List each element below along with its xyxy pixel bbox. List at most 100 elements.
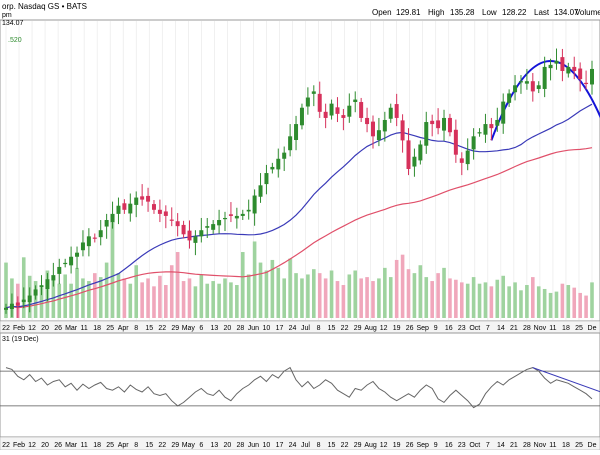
candle-body [317,93,322,112]
candle-body [353,99,358,103]
candle-body [146,195,151,202]
open-label: Open [372,8,392,17]
volume-bar [98,277,103,318]
candle-body [430,120,435,125]
x-tick-label: 23 [458,325,466,332]
candle-body [418,144,423,161]
candle-body [157,209,162,214]
volume-bar [554,291,559,318]
candle-body [495,119,500,126]
candle-body [217,220,222,226]
x-tick-label: 12 [28,442,36,449]
x-tick-label: May [182,442,196,449]
candle-body [86,236,91,247]
x-tick-label: Feb [13,325,25,332]
candle-body [436,120,441,129]
candle-body [590,68,594,85]
candle-body [560,57,565,71]
x-tick-label: 14 [497,325,505,332]
volume-bar [454,279,458,318]
x-tick-label: 10 [263,442,271,449]
x-tick-label: 28 [237,325,245,332]
x-tick-label: 16 [445,442,453,449]
volume-bar [531,277,535,318]
volume-bar [158,275,162,318]
volume-bar [542,288,547,318]
candle-body [122,203,127,210]
x-tick-label: 7 [486,442,490,449]
volume-bar [566,285,571,318]
volume-bar [128,283,133,318]
x-tick-label: 15 [145,442,153,449]
volume-bar [430,281,434,318]
x-tick-label: 10 [263,325,271,332]
x-tick-label: 11 [549,325,556,332]
x-tick-label: 25 [575,325,583,332]
volume-bar [288,258,292,318]
candle-body [110,213,115,223]
volume-bar [507,286,511,318]
volume-bar [92,273,97,318]
candle-body [4,307,8,310]
x-tick-label: 17 [276,442,284,449]
volume-bar [252,241,257,318]
x-tick-label: 23 [458,442,466,449]
candle-body [163,211,168,216]
x-tick-label: 7 [486,325,490,332]
volume-bar [442,267,446,318]
x-tick-label: 26 [406,442,414,449]
candle-body [282,152,287,159]
candle-body [151,204,156,210]
price-legend: 134.07 [2,20,24,27]
volume-bar [264,270,269,318]
volume-bar [412,273,417,318]
candle-body [347,105,352,117]
x-tick-label: 20 [223,442,231,449]
volume-bar [282,278,287,318]
price-panel [0,19,600,322]
candle-body [394,104,399,118]
x-tick-label: 12 [380,325,388,332]
candle-body [465,150,470,165]
volume-bar [146,278,150,318]
volume-label: Volume [575,8,600,17]
x-tick-label: Mar [65,442,78,449]
candle-body [240,213,245,216]
volume-bar [383,267,387,318]
volume-bar [459,282,464,318]
high-label: High [428,8,444,17]
x-tick-label: 25 [575,442,583,449]
candle-body [205,226,210,228]
x-tick-label: Apr [118,325,130,332]
x-tick-label: 18 [93,325,101,332]
volume-bar [199,274,204,318]
x-tick-label: 29 [171,325,179,332]
candle-body [69,256,74,266]
candle-body [228,214,233,216]
x-tick-label: 28 [237,442,245,449]
candle-body [33,289,38,296]
candle-body [524,81,529,84]
x-tick-label: 20 [41,442,49,449]
volume-bar [477,283,482,318]
x-axis-labels: 22 Feb 12 20 26 Mar 11 18 25 Apr 8 15 22 29 May 6 13 20 28… [2,325,596,332]
x-tick-label: Apr [118,442,130,449]
x-tick-label: 22 [158,442,166,449]
volume-bar [240,252,245,318]
x-tick-label: 26 [54,325,62,332]
candle-body [128,203,133,214]
candle-body [223,217,228,220]
ohlc-readout: Open 129.81 High 135.28 Low 128.22 Last … [372,8,600,17]
candle-body [584,82,589,85]
x-axis-labels-bottom: 22 Feb 12 20 26 Mar 11 18 25 Apr 8 15 22 29 May 6 13 20 28… [2,442,596,449]
x-tick-label: De [588,325,597,332]
volume-bar [4,262,8,318]
x-tick-label: Oct [469,325,480,332]
x-tick-label: 25 [106,442,114,449]
rsi-line [5,366,593,409]
volume-bar [306,274,310,318]
candle-body [276,158,281,170]
candle-body [9,303,14,310]
x-tick-label: 6 [199,442,203,449]
candle-body [376,130,381,140]
